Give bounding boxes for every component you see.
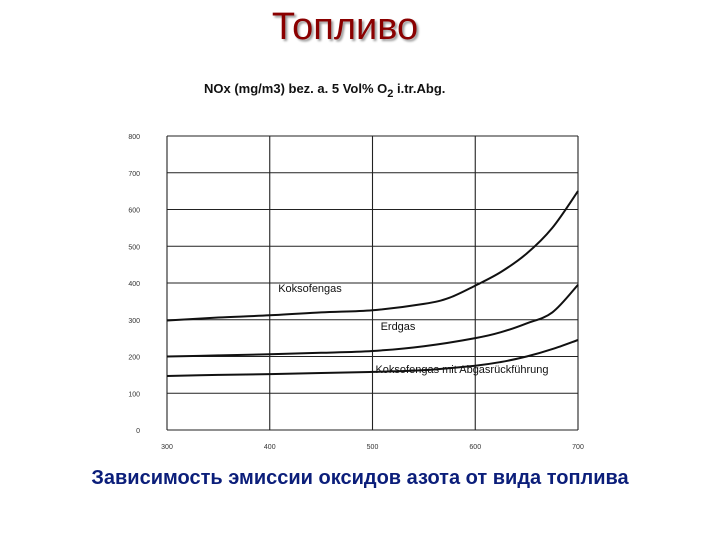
chart-title: NOx (mg/m3) bez. a. 5 Vol% O2 i.tr.Abg. <box>204 81 445 100</box>
chart-title-main: NOx (mg/m3) bez. a. 5 Vol% O <box>204 81 387 96</box>
y-tick-label: 100 <box>128 391 140 398</box>
series-lines <box>166 190 579 377</box>
series-label-2: Erdgas <box>381 321 416 333</box>
x-tick-label: 600 <box>469 444 481 451</box>
y-tick-label: 800 <box>128 134 140 141</box>
x-tick-label: 700 <box>572 444 584 451</box>
y-tick-label: 700 <box>128 171 140 178</box>
series-line-2 <box>166 284 579 358</box>
slide-title: Топливо <box>271 6 419 48</box>
series-line-3 <box>166 339 579 377</box>
slide-caption: Зависимость эмиссии оксидов азота от вид… <box>91 467 629 489</box>
y-tick-label: 300 <box>128 318 140 325</box>
tick-labels: 0 100 200 300 400 500 600 700 800 300 400 500 600 700 <box>128 134 584 451</box>
y-tick-label: 500 <box>128 244 140 251</box>
x-tick-label: 500 <box>367 444 379 451</box>
chart-title-tail: i.tr.Abg. <box>393 81 445 96</box>
series-label-1: Koksofengas <box>278 283 342 295</box>
chart-title-subscript: 2 <box>387 88 393 100</box>
y-tick-label: 200 <box>128 355 140 362</box>
y-tick-label: 0 <box>136 428 140 435</box>
grid <box>166 135 579 431</box>
series-line-1 <box>166 190 579 322</box>
series-labels: Koksofengas Erdgas Koksofengas mit Abgasrü… <box>278 283 548 376</box>
y-tick-label: 600 <box>128 208 140 215</box>
series-label-3: Koksofengas mit Abgasrückführung <box>375 364 548 376</box>
x-tick-label: 400 <box>264 444 276 451</box>
y-tick-label: 400 <box>128 281 140 288</box>
x-tick-label: 300 <box>161 444 173 451</box>
